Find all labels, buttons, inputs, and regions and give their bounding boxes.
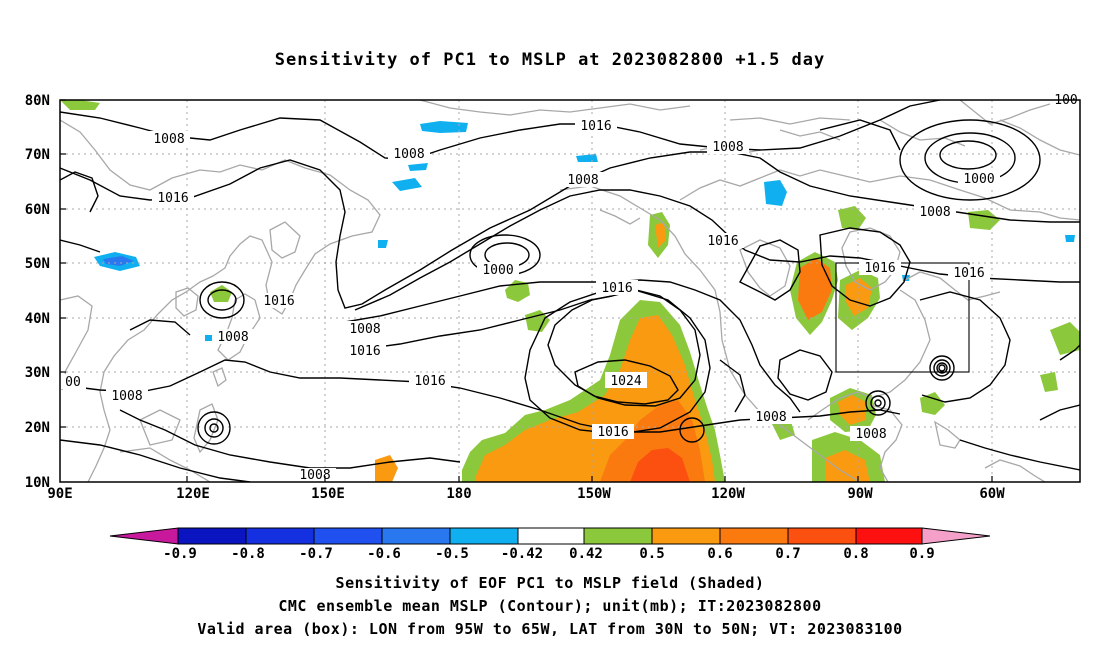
- contour-label: 1000: [477, 262, 519, 278]
- contour-label: 1024: [605, 372, 647, 389]
- lon-label: 60W: [979, 486, 1005, 502]
- svg-text:1008: 1008: [153, 132, 184, 147]
- svg-text:1008: 1008: [755, 410, 786, 425]
- svg-text:1008: 1008: [299, 468, 330, 483]
- colorbar-label: -0.6: [367, 546, 401, 562]
- colorbar-label: 0.5: [639, 546, 664, 562]
- contour-label: 1008: [106, 388, 148, 404]
- colorbar-label: -0.42: [501, 546, 543, 562]
- contour-label: 1016: [575, 118, 617, 134]
- contour-label: 1000: [958, 171, 1000, 187]
- svg-text:1016: 1016: [414, 374, 445, 389]
- contour-label: 1016: [344, 343, 386, 359]
- colorbar-label: 0.9: [909, 546, 934, 562]
- colorbar-label: -0.7: [299, 546, 333, 562]
- colorbar-min-arrow: [109, 527, 179, 545]
- contour-label: 1016: [152, 190, 194, 206]
- colorbar-label: -0.5: [435, 546, 469, 562]
- valid-area-box: [835, 262, 970, 373]
- colorbar-label: 0.8: [843, 546, 868, 562]
- lat-label: 70N: [25, 147, 50, 163]
- svg-text:1016: 1016: [597, 425, 628, 440]
- svg-text:1016: 1016: [263, 294, 294, 309]
- lat-label: 30N: [25, 365, 50, 381]
- lat-label: 80N: [25, 93, 50, 109]
- lon-label: 90E: [47, 486, 72, 502]
- colorbar-max-arrow: [921, 527, 991, 545]
- svg-text:1016: 1016: [864, 261, 895, 276]
- contour-label: 1008: [294, 468, 336, 483]
- svg-text:1008: 1008: [712, 140, 743, 155]
- contour-label: 1016: [596, 280, 638, 296]
- latitude-labels: 80N 70N 60N 50N 40N 30N 20N 10N: [25, 93, 50, 491]
- contour-labels: 1008 1016 1008 1016 1008 1008 1000 1016 …: [60, 93, 1080, 483]
- svg-text:1008: 1008: [855, 427, 886, 442]
- svg-text:1016: 1016: [349, 344, 380, 359]
- contour-label: 00: [60, 374, 86, 390]
- svg-text:1000: 1000: [963, 172, 994, 187]
- plot-area: [60, 100, 1080, 482]
- svg-text:00: 00: [65, 375, 81, 390]
- svg-text:1008: 1008: [393, 147, 424, 162]
- longitude-labels: 90E 120E 150E 180 150W 120W 90W 60W: [47, 486, 1005, 502]
- lon-label: 120E: [176, 486, 210, 502]
- lon-label: 150E: [311, 486, 345, 502]
- caption-shading: Sensitivity of EOF PC1 to MSLP field (Sh…: [335, 574, 765, 592]
- contour-label: 1016: [592, 424, 634, 440]
- colorbar-label: 0.42: [569, 546, 603, 562]
- svg-text:1008: 1008: [919, 205, 950, 220]
- svg-text:1024: 1024: [610, 374, 641, 389]
- lat-label: 10N: [25, 475, 50, 491]
- tick-marks: [60, 99, 993, 482]
- caption-contours: CMC ensemble mean MSLP (Contour); unit(m…: [278, 597, 822, 615]
- lat-label: 50N: [25, 256, 50, 272]
- svg-text:1008: 1008: [349, 322, 380, 337]
- colorbar-label: 0.7: [775, 546, 800, 562]
- plot-frame: [59, 99, 1081, 483]
- svg-text:1008: 1008: [111, 389, 142, 404]
- contour-label: 1016: [258, 293, 300, 309]
- contour-label: 1016: [859, 260, 901, 276]
- colorbar-label: -0.8: [231, 546, 265, 562]
- svg-text:1016: 1016: [157, 191, 188, 206]
- lon-label: 120W: [711, 486, 745, 502]
- contour-label: 1008: [850, 426, 892, 442]
- svg-text:1016: 1016: [707, 234, 738, 249]
- contour-label: 1008: [750, 409, 792, 425]
- lon-label: 90W: [847, 486, 873, 502]
- lon-label: 180: [446, 486, 471, 502]
- contour-label: 1016: [409, 373, 451, 389]
- svg-text:1008: 1008: [217, 330, 248, 345]
- colorbar-labels: -0.9 -0.8 -0.7 -0.6 -0.5 -0.42 0.42 0.5 …: [163, 546, 935, 562]
- contour-label: 1016: [948, 265, 990, 281]
- colorbar-label: -0.9: [163, 546, 197, 562]
- colorbar-label: 0.6: [707, 546, 732, 562]
- lat-label: 20N: [25, 420, 50, 436]
- svg-text:1016: 1016: [953, 266, 984, 281]
- shading-negative: [94, 121, 1075, 341]
- lon-label: 150W: [577, 486, 611, 502]
- map-title: Sensitivity of PC1 to MSLP at 2023082800…: [274, 50, 826, 70]
- contour-label: 1008: [388, 146, 430, 162]
- contour-label: 1008: [707, 139, 749, 155]
- svg-text:1000: 1000: [482, 263, 513, 278]
- svg-text:1016: 1016: [580, 119, 611, 134]
- contour-label: 1008: [914, 204, 956, 220]
- colorbar: [109, 527, 991, 545]
- contour-label: 1008: [212, 329, 254, 345]
- lat-label: 40N: [25, 311, 50, 327]
- lat-label: 60N: [25, 202, 50, 218]
- contour-label: 1008: [148, 131, 190, 147]
- contour-label: 1016: [702, 233, 744, 249]
- caption-valid-area: Valid area (box): LON from 95W to 65W, L…: [197, 620, 903, 638]
- contour-label: 1008: [344, 321, 386, 337]
- svg-text:1008: 1008: [567, 173, 598, 188]
- contour-label: 1008: [562, 172, 604, 188]
- svg-text:1016: 1016: [601, 281, 632, 296]
